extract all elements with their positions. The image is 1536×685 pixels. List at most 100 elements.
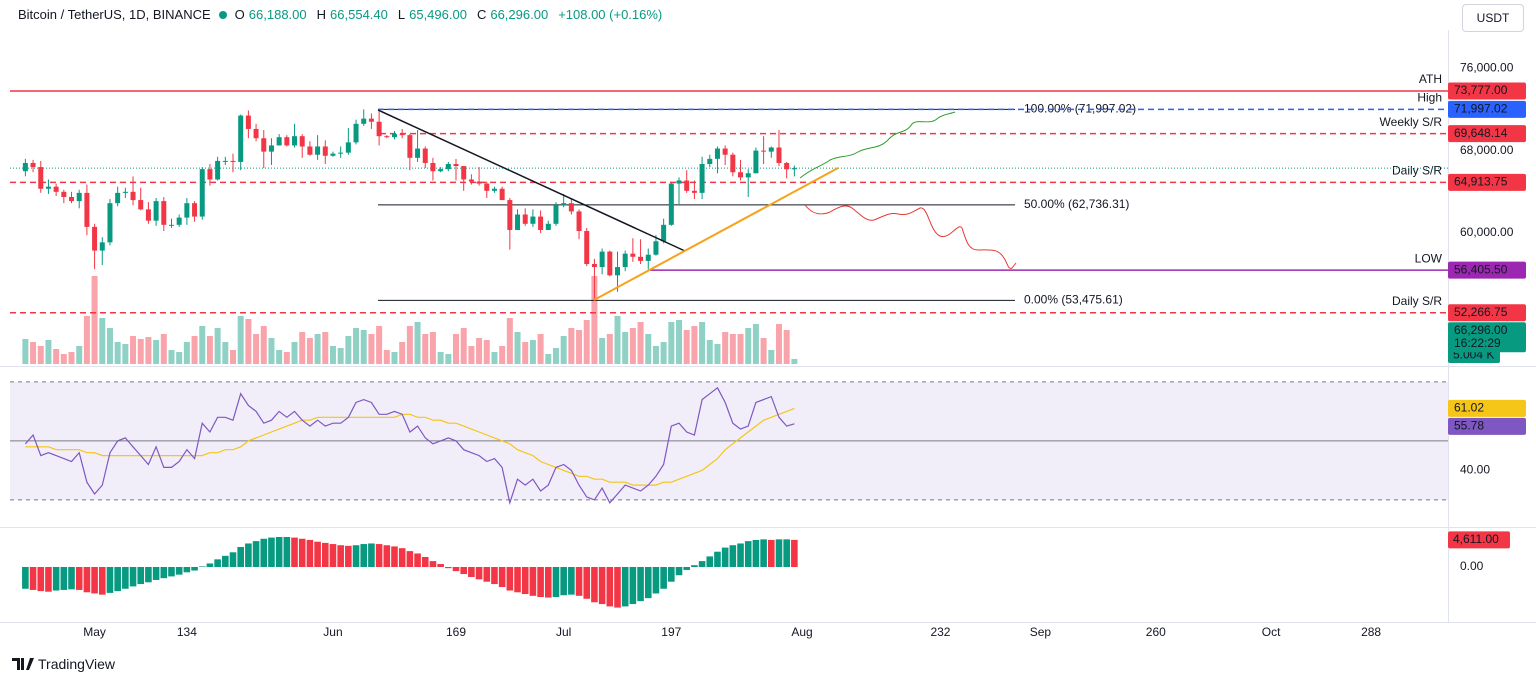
candle-layer	[22, 109, 797, 301]
volume-bar	[676, 320, 683, 364]
volume-bar	[606, 334, 613, 364]
y-tick-label: 60,000.00	[1460, 225, 1514, 239]
rsi-line	[25, 407, 795, 486]
histogram-bar	[498, 567, 506, 587]
level-name: Daily S/R	[1392, 164, 1442, 178]
volume-bar	[106, 328, 113, 364]
x-tick-label: 232	[930, 625, 950, 639]
x-tick-label: Oct	[1262, 625, 1281, 639]
candle-body	[476, 181, 482, 184]
volume-bar	[222, 342, 229, 364]
candle-body	[238, 115, 244, 162]
candle-body	[430, 162, 436, 172]
volume-bar	[491, 352, 498, 364]
candle-body	[668, 183, 674, 225]
x-tick-label: Sep	[1030, 625, 1052, 639]
candle-body	[199, 169, 205, 217]
volume-bar	[706, 340, 713, 364]
volume-bar	[453, 334, 460, 364]
candle-body	[292, 136, 298, 146]
candle-body	[61, 191, 67, 197]
histogram-bar	[352, 545, 360, 567]
currency-button[interactable]: USDT	[1462, 4, 1524, 32]
volume-bar	[360, 330, 367, 364]
histogram-bar	[198, 566, 206, 567]
volume-bar	[714, 344, 721, 364]
candle-body	[230, 160, 236, 162]
candle-body	[38, 167, 44, 189]
candle-body	[268, 145, 274, 152]
candle-body	[584, 231, 590, 264]
candle-body	[499, 188, 505, 201]
histogram-bar	[537, 567, 544, 597]
volume-bar	[83, 316, 90, 364]
value-badge-label: 4,611.00	[1453, 532, 1499, 546]
candle-body	[92, 226, 98, 251]
volume-bar	[214, 328, 221, 364]
histogram-bar	[398, 548, 406, 567]
volume-bar	[522, 342, 529, 364]
volume-bar	[560, 336, 567, 364]
volume-bar	[53, 349, 60, 364]
histogram-bar	[391, 546, 398, 567]
candle-body	[753, 150, 759, 174]
candle-body	[261, 138, 267, 152]
histogram-bar	[52, 567, 60, 591]
histogram-bar	[345, 545, 352, 567]
bullish-projection	[799, 111, 956, 179]
volume-bar	[283, 352, 290, 364]
candle-body	[684, 180, 690, 191]
volume-bar	[145, 337, 152, 364]
brand: TradingView	[12, 656, 115, 672]
badges: 5.004 K4,611.0073,777.0071,997.0269,648.…	[1448, 82, 1526, 549]
volume-bar	[437, 352, 444, 364]
histogram-bar	[414, 553, 421, 567]
volume-bar	[160, 334, 167, 364]
fib-label: 0.00% (53,475.61)	[1024, 292, 1123, 306]
volume-bar	[322, 332, 329, 364]
candle-body	[253, 128, 259, 139]
volume-bar	[599, 338, 606, 364]
histogram-bar	[675, 567, 683, 576]
candle-body	[568, 203, 574, 212]
histogram-bar	[229, 552, 237, 567]
price-badge-label: 71,997.02	[1454, 102, 1508, 116]
histogram-bar	[475, 567, 483, 580]
histogram-bar	[568, 567, 575, 595]
candle-body	[768, 147, 774, 152]
histogram-bar	[37, 567, 45, 592]
histogram-bar	[506, 567, 514, 591]
candle-body	[738, 172, 744, 178]
volume-bar	[299, 332, 306, 364]
volume-bar	[737, 334, 744, 364]
volume-bar	[153, 340, 160, 364]
candle-body	[138, 200, 144, 210]
volume-bar	[276, 350, 283, 364]
histogram-bar	[252, 541, 260, 567]
volume-bar	[122, 344, 129, 364]
candle-body	[215, 160, 221, 180]
histogram-bar	[383, 545, 391, 567]
volume-bar	[22, 339, 29, 364]
histogram-bar	[752, 539, 760, 567]
volume-bar	[568, 328, 575, 364]
histogram-bar	[152, 567, 160, 580]
axes: 60,000.00 68,000.00 76,000.00 May 134 Jun 169 J…	[83, 60, 1513, 639]
candle-body	[307, 146, 313, 155]
volume-bar	[699, 322, 706, 364]
volume-bar	[476, 338, 483, 364]
volume-bar	[545, 354, 552, 364]
ohlc-key: L	[397, 7, 406, 22]
histogram-bar	[45, 567, 52, 592]
volume-bar	[506, 318, 513, 364]
candle-body	[361, 118, 367, 124]
histogram-bar	[360, 544, 368, 567]
histogram-pane	[22, 537, 798, 608]
candle-body	[69, 196, 75, 202]
volume-bar	[68, 352, 75, 364]
histogram-bar	[145, 567, 152, 583]
candle-body	[745, 173, 751, 178]
histogram-bar	[160, 567, 168, 579]
volume-bar	[614, 316, 621, 364]
